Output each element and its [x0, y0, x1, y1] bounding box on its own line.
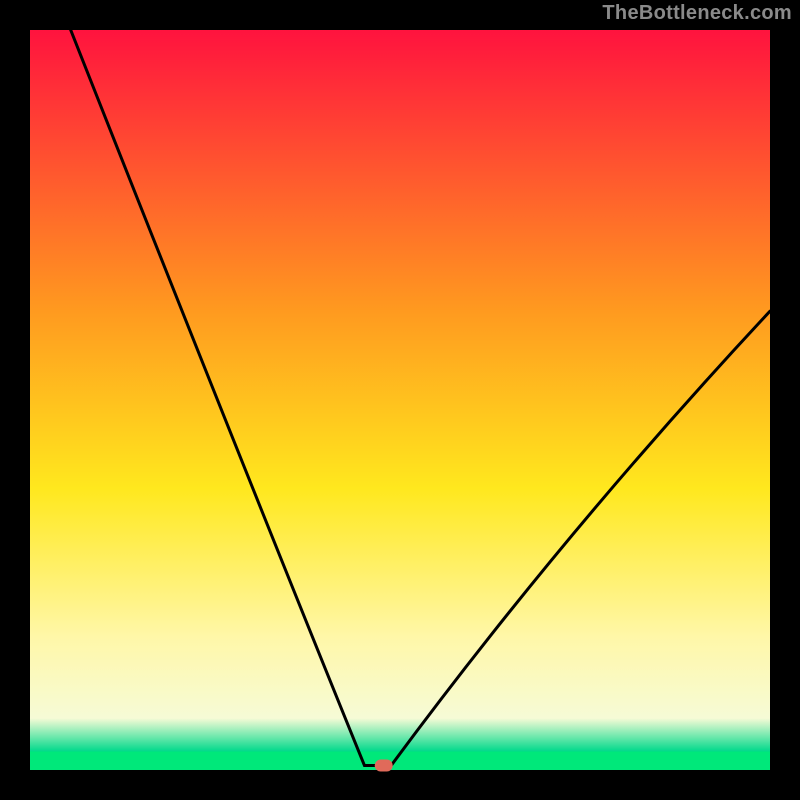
chart-frame: TheBottleneck.com [0, 0, 800, 800]
optimal-marker [375, 760, 393, 772]
bottleneck-curve-chart [0, 0, 800, 800]
plot-background [30, 30, 770, 770]
